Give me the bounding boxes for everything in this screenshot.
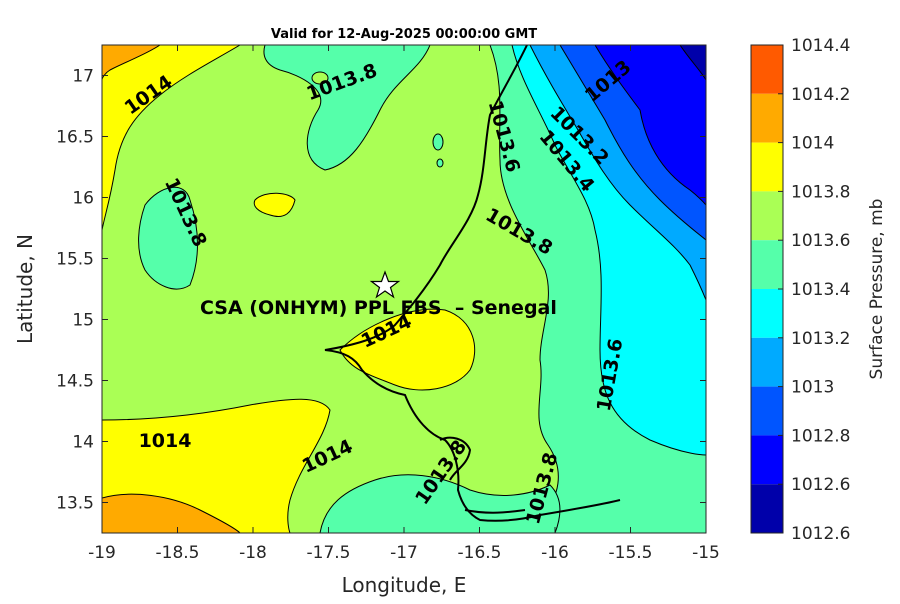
y-tick-label: 14.5 <box>56 372 94 392</box>
colorbar-tick-label: 1014.4 <box>791 36 850 56</box>
y-tick-label: 15.5 <box>56 250 94 270</box>
x-tick-label: -17 <box>390 543 418 563</box>
colorbar-tick-label: 1014.2 <box>791 85 850 105</box>
star-icon <box>369 270 401 299</box>
y-axis-label: Latitude, N <box>13 234 37 344</box>
colorbar-tick-label: 1013 <box>791 378 834 398</box>
field-1013-6-south <box>319 474 561 533</box>
coastline <box>324 45 621 522</box>
x-tick-label: -17.5 <box>307 543 351 563</box>
field-1014-2-sw <box>102 493 241 533</box>
field-islet-2 <box>436 158 444 168</box>
field-1013-6-north <box>263 45 431 171</box>
colorbar-swatch <box>751 289 783 338</box>
colorbar-tick-label: 1013.4 <box>791 280 850 300</box>
x-tick-label: -16 <box>541 543 569 563</box>
colorbar-swatch <box>751 93 783 143</box>
field-1012-8 <box>594 45 706 206</box>
x-tick-label: -15.5 <box>609 543 653 563</box>
colorbar-swatch <box>751 142 783 192</box>
field-1012-6 <box>679 45 706 81</box>
colorbar-tick-label: 1012.8 <box>791 426 850 446</box>
field-1013-6-west <box>138 186 198 290</box>
colorbar-swatch <box>751 337 783 387</box>
y-tick-label: 16 <box>72 189 94 209</box>
site-marker <box>369 270 401 299</box>
colorbar-swatch <box>751 45 783 94</box>
colorbar-swatch <box>751 484 783 533</box>
x-tick-label: -18 <box>239 543 267 563</box>
contour-label: 1014 <box>139 430 192 452</box>
chart-title: Valid for 12-Aug-2025 00:00:00 GMT <box>271 27 537 42</box>
colorbar-label: Surface Pressure, mb <box>867 199 887 380</box>
field-islet-1 <box>432 133 444 151</box>
x-axis: -19 -18.5 -18 -17.5 -17 -16.5 -16 -15.5 -15 <box>88 45 720 563</box>
y-tick-label: 17 <box>72 67 94 87</box>
field-1014-nw <box>102 45 241 231</box>
pressure-field <box>102 45 706 533</box>
colorbar-tick-label: 1013.8 <box>791 182 850 202</box>
colorbar-swatch <box>751 240 783 289</box>
x-axis-label: Longitude, E <box>342 573 467 597</box>
y-tick-label: 15 <box>72 311 94 331</box>
colorbar-tick-label: 1012.6 <box>791 524 850 544</box>
y-tick-label: 13.5 <box>56 494 94 514</box>
x-tick-label: -15 <box>692 543 720 563</box>
x-tick-label: -19 <box>88 543 116 563</box>
colorbar-tick-label: 1013.2 <box>791 329 850 349</box>
colorbar: 1014.4 1014.2 1014 1013.8 1013.6 1013.4 1013.2… <box>750 36 850 544</box>
site-label: CSA (ONHYM) PPL EBS – Senegal <box>200 297 557 319</box>
colorbar-tick-label: 1013.6 <box>791 231 850 251</box>
colorbar-tick-label: 1014 <box>791 134 834 154</box>
colorbar-swatch <box>751 191 783 241</box>
field-1014-small <box>253 192 296 217</box>
colorbar-swatch <box>751 386 783 436</box>
colorbar-swatch <box>751 435 783 485</box>
y-tick-label: 16.5 <box>56 128 94 148</box>
colorbar-tick-label: 1012.6 <box>791 475 850 495</box>
y-axis: 13.5 14 14.5 15 15.5 16 16.5 17 <box>56 67 706 514</box>
field-islet-3 <box>311 71 329 85</box>
x-tick-label: -16.5 <box>458 543 502 563</box>
y-tick-label: 14 <box>72 433 94 453</box>
x-tick-label: -18.5 <box>156 543 200 563</box>
